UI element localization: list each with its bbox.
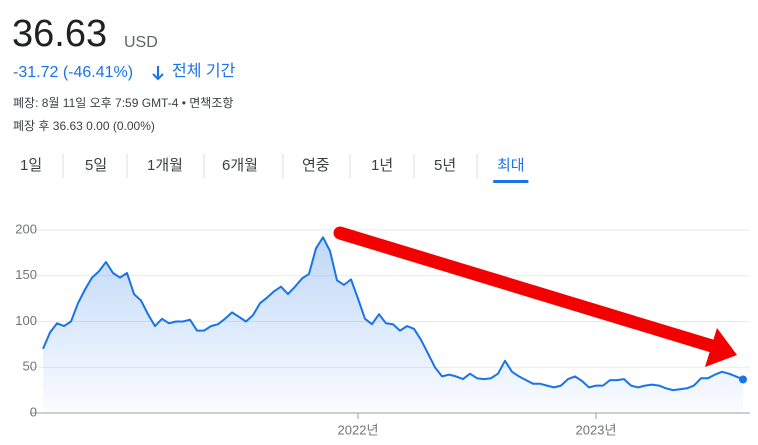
tab[interactable]: 1개월 (147, 157, 183, 174)
chart: 0 50 100 150 200 2022년 2023년 (15, 221, 750, 437)
tab[interactable]: 5일 (85, 157, 107, 174)
tab[interactable]: 1년 (371, 157, 393, 174)
currency: USD (124, 34, 158, 51)
x-tick-label: 2023년 (576, 422, 617, 437)
tab[interactable]: 1일 (20, 157, 42, 174)
last-point (739, 375, 747, 384)
after-hours: 폐장 후 36.63 0.00 (0.00%) (13, 119, 155, 133)
price-line (42, 236, 744, 392)
y-tick-label: 50 (23, 359, 37, 374)
range-tabs: 1일 5일 1개월 6개월 연중 1년 5년 최대 (20, 154, 529, 183)
tab[interactable]: 최대 (497, 157, 525, 174)
annotation-arrow (333, 226, 719, 353)
y-tick-label: 200 (15, 221, 37, 236)
tab[interactable]: 연중 (302, 157, 330, 174)
down-arrow-icon (152, 66, 164, 81)
y-tick-label: 150 (15, 267, 37, 282)
y-tick-label: 100 (15, 313, 37, 328)
price: 36.63 (12, 13, 107, 55)
x-tick-label: 2022년 (338, 422, 379, 437)
tab-underline (493, 180, 529, 183)
annotation-arrowhead (705, 328, 737, 367)
change: -31.72 (-46.41%) (13, 64, 133, 81)
period: 전체 기간 (172, 62, 236, 80)
y-tick-label: 0 (30, 404, 37, 419)
tab[interactable]: 5년 (434, 157, 456, 174)
tab[interactable]: 6개월 (222, 157, 258, 174)
closed-info[interactable]: 폐장: 8월 11일 오후 7:59 GMT-4 • 면책조항 (13, 95, 233, 110)
